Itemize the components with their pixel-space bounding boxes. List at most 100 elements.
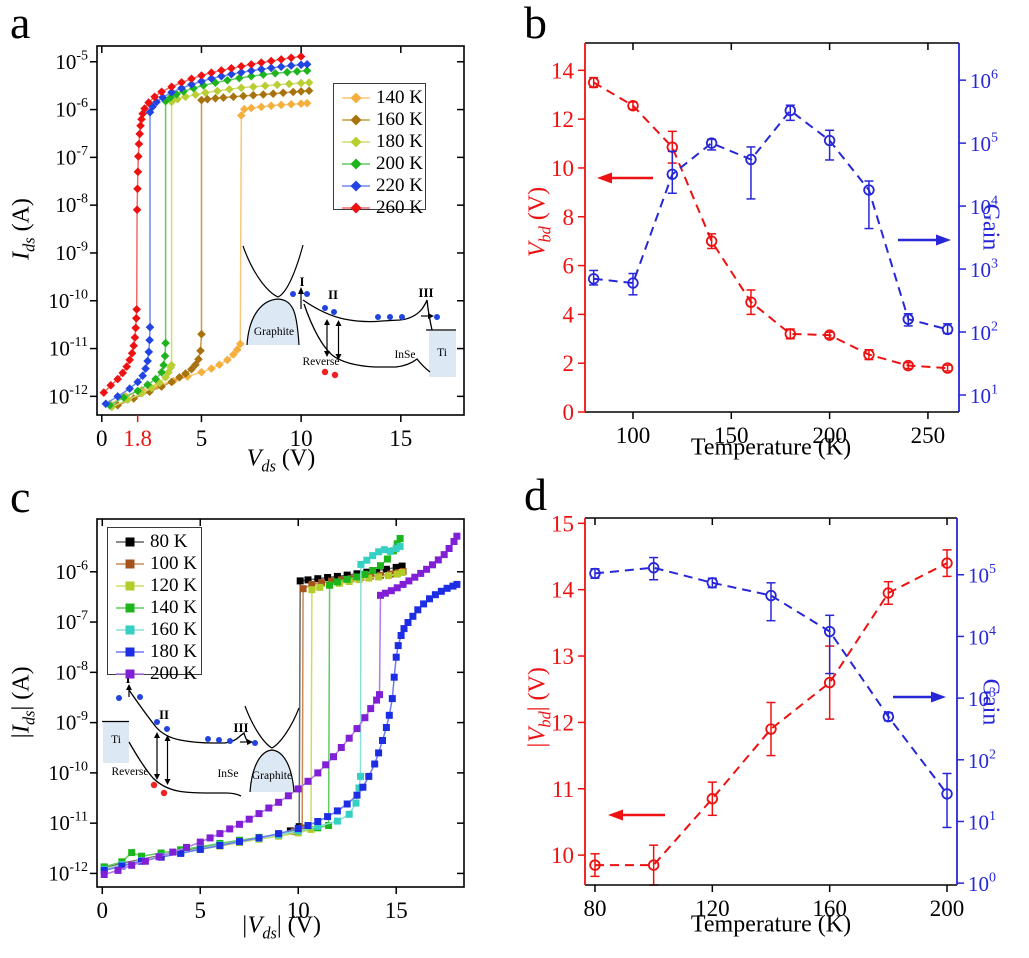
svg-text:80: 80	[583, 896, 606, 921]
svg-text:250: 250	[911, 423, 946, 448]
svg-text:103: 103	[968, 686, 996, 712]
panel-d-x-axis-title: Temperature (K)	[690, 911, 852, 938]
svg-text:10-8: 10-8	[55, 192, 88, 218]
svg-text:10-9: 10-9	[55, 239, 88, 265]
series-260-K	[99, 52, 306, 397]
square-marker-icon	[116, 625, 144, 635]
graphite-dome-fill	[247, 299, 299, 345]
panel-c-letter: c	[10, 471, 31, 522]
arrow-head-icon	[335, 354, 342, 360]
svg-text:101: 101	[968, 809, 996, 835]
legend-item: 80 K	[115, 531, 199, 553]
svg-text:15: 15	[385, 898, 408, 923]
svg-text:10-12: 10-12	[48, 860, 88, 886]
series-180-K	[107, 78, 314, 412]
svg-text:100: 100	[968, 871, 996, 897]
series-180-K	[100, 580, 461, 874]
inset-c-graphite-label: Graphite	[252, 770, 292, 782]
valence-band-line	[303, 303, 431, 373]
legend-item: 160 K	[115, 619, 199, 641]
svg-text:10: 10	[290, 426, 313, 451]
svg-text:104: 104	[968, 624, 996, 650]
legend-item: 180 K	[341, 131, 423, 153]
arrow-head-icon	[324, 319, 330, 325]
svg-text:0: 0	[96, 426, 108, 451]
svg-text:10-12: 10-12	[48, 383, 88, 409]
svg-text:13: 13	[551, 644, 574, 669]
panel-c-inset-band-diagram: I II III Ti Reverse InSe Graphite	[102, 672, 300, 797]
arrow-head-icon	[298, 287, 304, 294]
svg-text:200: 200	[812, 423, 847, 448]
panel-b-letter: b	[524, 0, 547, 48]
svg-text:106: 106	[970, 68, 998, 94]
ti-contact-fill	[429, 331, 456, 377]
panel-c-x-axis-title: |Vds| (V)	[241, 912, 321, 943]
svg-text:10-5: 10-5	[55, 48, 88, 74]
legend-label: 140 K	[150, 597, 197, 618]
legend-label: 220 K	[376, 175, 423, 196]
svg-text:10-6: 10-6	[55, 558, 88, 584]
hole-dots	[321, 368, 339, 379]
graphite-cone-outline	[244, 705, 300, 749]
square-marker-icon	[116, 669, 144, 679]
inset-c-region-II-label: II	[159, 707, 169, 722]
square-marker-icon	[116, 559, 144, 569]
breakdown-voltage-series	[587, 76, 954, 374]
arrow-head-icon	[126, 684, 132, 690]
legend-item: 180 K	[115, 641, 199, 663]
svg-text:100: 100	[616, 423, 651, 448]
legend-item: 200 K	[115, 663, 199, 685]
svg-text:120: 120	[695, 896, 730, 921]
svg-text:10: 10	[551, 156, 574, 181]
svg-text:12: 12	[551, 107, 574, 132]
legend-label: 100 K	[150, 553, 197, 574]
svg-text:160: 160	[812, 896, 847, 921]
arrow-head-icon	[247, 739, 253, 745]
arrow-head-icon	[608, 809, 623, 821]
svg-text:0: 0	[563, 400, 575, 425]
svg-text:10-10: 10-10	[48, 759, 88, 785]
inset-c-region-III-label: III	[233, 720, 248, 735]
inset-a-region-I-label: I	[299, 274, 304, 289]
inset-a-region-III-label: III	[418, 285, 433, 300]
panel-d-left-axis-title: |Vbd| (V)	[524, 667, 555, 749]
inset-c-region-I-label: I	[125, 672, 130, 686]
ti-contact-fill	[103, 722, 129, 763]
arrow-head-icon	[154, 732, 160, 738]
svg-text:5: 5	[195, 898, 207, 923]
svg-text:105: 105	[968, 562, 996, 588]
panel-a-plot: 0 1.8 5 10 15 10-5 10-6 10-7 10-8 10-9 10-10 10-11 1…	[48, 45, 465, 451]
panel-b-right-axis-title: Gain	[977, 203, 1004, 251]
arrow-head-icon	[164, 779, 171, 785]
legend-label: 200 K	[150, 663, 197, 684]
graphite-dome-outline	[246, 298, 300, 346]
legend-label: 260 K	[376, 197, 423, 218]
inset-a-ti-label: Ti	[437, 347, 447, 359]
svg-text:10-9: 10-9	[55, 709, 88, 735]
valence-band-line	[128, 741, 242, 797]
svg-text:2: 2	[563, 351, 575, 376]
svg-text:102: 102	[968, 747, 996, 773]
svg-text:102: 102	[970, 320, 998, 346]
gain-series	[589, 556, 953, 829]
svg-text:10-10: 10-10	[48, 287, 88, 313]
inset-a-inse-label: InSe	[394, 349, 415, 361]
svg-text:10-11: 10-11	[49, 335, 88, 361]
panel-c-plot: 0 5 10 15 10-6 10-7 10-8 10-9 10-10 10-11 10-12	[48, 518, 465, 923]
panel-b-left-axis-title: Vbd (V)	[524, 186, 555, 258]
legend-item: 140 K	[115, 597, 199, 619]
svg-text:105: 105	[970, 131, 998, 157]
diamond-marker-icon	[342, 92, 370, 104]
inset-c-ti-label: Ti	[111, 734, 121, 746]
inset-a-graphite-label: Graphite	[254, 326, 294, 338]
svg-text:10-7: 10-7	[55, 609, 88, 635]
series-200-K	[100, 532, 461, 878]
panel-a-y-axis-title: Ids (A)	[8, 198, 39, 260]
legend-label: 120 K	[150, 575, 197, 596]
inset-a-reverse-label: Reverse	[302, 356, 339, 368]
legend-label: 160 K	[376, 109, 423, 130]
svg-text:14: 14	[551, 578, 575, 603]
panel-c-y-axis-title: |Ids| (A)	[8, 666, 39, 740]
svg-text:10-6: 10-6	[55, 96, 88, 122]
